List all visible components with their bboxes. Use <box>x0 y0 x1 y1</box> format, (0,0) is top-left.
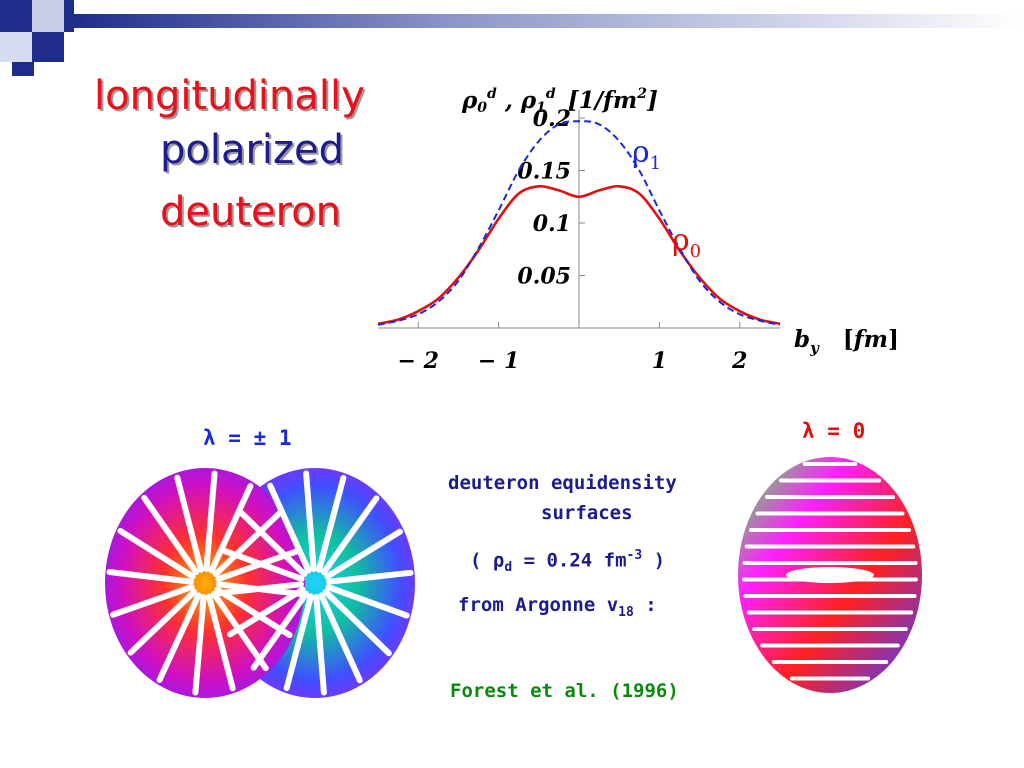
series-label-ρ1: ρ1 <box>632 135 661 174</box>
corner-square <box>32 32 64 62</box>
chart-ylabel: ρ0d , ρ1d [1/fm2] <box>461 86 658 116</box>
chart-xlabel: by [fm] <box>794 326 899 357</box>
ribbon-gap <box>206 593 236 692</box>
ribbon-gap <box>106 569 195 585</box>
title-line-2: polarized <box>160 127 345 173</box>
density-sup: -3 <box>626 548 643 563</box>
caption-line-2: surfaces <box>541 502 633 524</box>
ylabel-rho0-sub: 0 <box>477 100 487 116</box>
from-suffix: : <box>633 594 657 616</box>
ribbon-gap <box>320 495 380 576</box>
ribs-right <box>216 470 414 696</box>
xlabel-unit: fm <box>852 326 888 353</box>
reference-text: Forest et al. (1996) <box>450 680 679 702</box>
ribbon-gap <box>208 483 254 574</box>
ribbon-gap <box>192 593 207 696</box>
lambda-pm1-label: λ = ± 1 <box>203 426 292 450</box>
density-suffix: ) <box>642 549 666 572</box>
chart-axes: − 2 − 1 1 2 0.05 0.1 0.15 0.2 <box>378 106 780 374</box>
ribbon-gap <box>203 470 218 573</box>
ylabel-rho0-sup: d <box>487 86 497 102</box>
ylabel-rho0: ρ <box>461 87 478 114</box>
ylabel-unit-sup: 2 <box>636 86 647 102</box>
ribbon-gap <box>325 569 414 585</box>
series-label-subscript: 1 <box>650 153 661 174</box>
ribbon-gap <box>324 528 403 580</box>
ribbon-gap <box>316 474 347 573</box>
ribbon-gap <box>250 590 310 671</box>
header-rule <box>74 14 1024 28</box>
xlabel-open: [ <box>843 326 854 353</box>
ribbon-gap <box>313 593 327 696</box>
title-line-1: longitudinally <box>94 73 365 119</box>
y-tick-label: 0.15 <box>517 159 571 185</box>
ribbon-gap <box>216 581 305 597</box>
from-prefix: from Argonne v <box>458 594 619 616</box>
ribbon-gap <box>127 588 198 656</box>
corner-square <box>32 0 64 32</box>
ribbon-gap <box>318 592 363 684</box>
ribbon-gap <box>174 474 204 573</box>
y-tick-label: 0.2 <box>533 106 571 132</box>
y-tick-label: 0.1 <box>533 211 571 237</box>
ribbon-gap <box>214 586 293 639</box>
ribbon-gap <box>220 547 305 582</box>
caption-line-1: deuteron equidensity <box>448 472 677 494</box>
chart-lines <box>377 120 781 326</box>
xlabel-b: b <box>794 326 810 353</box>
caption-density: ( ρd = 0.24 fm-3 ) <box>470 548 665 575</box>
ribbon-gap <box>212 510 283 578</box>
ribbon-gap <box>110 584 195 618</box>
equidensity-surface-lambda-0 <box>738 457 922 693</box>
lambda-0-label: λ = 0 <box>802 419 866 443</box>
ribbon-gap <box>283 593 314 692</box>
ylabel-rho1-sub: 1 <box>536 100 546 116</box>
x-tick-label: 2 <box>731 348 747 374</box>
xlabel-close: ] <box>888 326 899 353</box>
ribbon-gap <box>238 509 308 578</box>
ylabel-unit: [1/fm <box>568 87 638 114</box>
x-tick-label: − 2 <box>397 348 438 374</box>
ylabel-unit-close: ] <box>646 87 658 114</box>
ribbon-gap <box>227 586 306 638</box>
density-prefix: ( ρ <box>470 549 505 572</box>
corner-square <box>0 32 32 62</box>
ribbon-gap <box>322 588 392 657</box>
corner-square <box>12 62 34 76</box>
ribs-left <box>106 470 304 696</box>
series-ρ1-line <box>377 120 781 326</box>
ribbon-gap <box>267 482 312 574</box>
torus-hole <box>786 567 874 583</box>
corner-square <box>64 0 74 32</box>
x-tick-label: − 1 <box>478 348 519 374</box>
ribbon-gap <box>303 470 317 573</box>
series-label-symbol: ρ <box>672 223 690 258</box>
ylabel-rho1-sup: d <box>546 86 556 102</box>
ribbon-gap <box>156 592 202 683</box>
density-chart: ρ0d , ρ1d [1/fm2] − 2− 1 1 20.050.10.150.2 … <box>377 86 899 374</box>
density-mid: = 0.24 fm <box>512 549 627 572</box>
ribbon-gap <box>325 584 410 619</box>
xlabel-b-sub: y <box>809 339 820 357</box>
equidensity-surface-lambda-pm1 <box>105 468 415 698</box>
caption-from: from Argonne v18 : <box>458 594 657 620</box>
series-ρ0-line <box>377 184 781 326</box>
from-sub: 18 <box>618 604 634 620</box>
ylabel-separator: , <box>497 87 521 114</box>
series-label-ρ0: ρ0 <box>672 223 701 262</box>
title-line-3: deuteron <box>160 189 342 235</box>
ribbon-gap <box>117 527 196 580</box>
series-label-symbol: ρ <box>632 135 650 170</box>
series-label-subscript: 0 <box>690 241 701 262</box>
x-tick-label: 1 <box>652 348 667 374</box>
ribbon-gap <box>141 494 200 576</box>
y-tick-label: 0.05 <box>517 264 571 290</box>
ylabel-rho1: ρ <box>520 87 537 114</box>
corner-square <box>0 0 32 32</box>
density-sub: d <box>504 560 513 576</box>
